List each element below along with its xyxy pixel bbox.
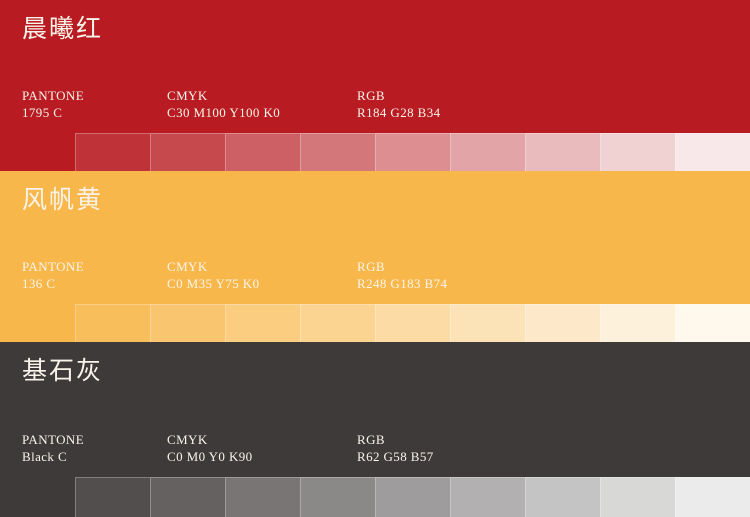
rgb-value: R62 G58 B57 — [357, 449, 434, 464]
color-block: 风帆黄 PANTONE 136 C CMYK C0 M35 Y75 K0 RGB… — [0, 171, 750, 304]
color-name: 晨曦红 — [22, 16, 104, 43]
tint-swatch — [0, 133, 75, 171]
tint-swatch — [525, 304, 600, 342]
color-specs: PANTONE Black C CMYK C0 M0 Y0 K90 RGB R6… — [22, 431, 728, 465]
tint-swatch — [75, 477, 150, 517]
pantone-label: PANTONE — [22, 432, 85, 447]
tint-swatch — [75, 304, 150, 342]
tint-swatch — [675, 304, 750, 342]
rgb-value: R248 G183 B74 — [357, 276, 448, 291]
pantone-value: Black C — [22, 449, 68, 464]
cmyk-value: C0 M0 Y0 K90 — [167, 449, 253, 464]
rgb-value: R184 G28 B34 — [357, 105, 441, 120]
pantone-label: PANTONE — [22, 259, 85, 274]
color-section-gray: 基石灰 PANTONE Black C CMYK C0 M0 Y0 K90 RG… — [0, 342, 750, 517]
tint-swatch — [600, 133, 675, 171]
tint-swatch — [300, 304, 375, 342]
color-name: 风帆黄 — [22, 187, 104, 214]
color-section-yellow: 风帆黄 PANTONE 136 C CMYK C0 M35 Y75 K0 RGB… — [0, 171, 750, 342]
color-specs: PANTONE 136 C CMYK C0 M35 Y75 K0 RGB R24… — [22, 258, 728, 292]
tint-swatch — [225, 133, 300, 171]
color-specs: PANTONE 1795 C CMYK C30 M100 Y100 K0 RGB… — [22, 87, 728, 121]
tint-swatch — [0, 304, 75, 342]
tint-swatch — [0, 477, 75, 517]
color-section-red: 晨曦红 PANTONE 1795 C CMYK C30 M100 Y100 K0… — [0, 0, 750, 171]
rgb-label: RGB — [357, 88, 385, 103]
pantone-value: 1795 C — [22, 105, 63, 120]
pantone-label: PANTONE — [22, 88, 85, 103]
tint-swatch — [225, 477, 300, 517]
tint-swatch — [600, 477, 675, 517]
tint-swatch — [375, 477, 450, 517]
tint-swatch — [450, 477, 525, 517]
tint-swatch — [75, 133, 150, 171]
tint-swatch — [675, 477, 750, 517]
tint-swatch — [450, 304, 525, 342]
cmyk-spec: CMYK C0 M0 Y0 K90 — [167, 431, 357, 465]
cmyk-spec: CMYK C30 M100 Y100 K0 — [167, 87, 357, 121]
tint-swatch — [150, 477, 225, 517]
tint-swatch — [300, 133, 375, 171]
cmyk-value: C30 M100 Y100 K0 — [167, 105, 281, 120]
rgb-spec: RGB R184 G28 B34 — [357, 87, 728, 121]
cmyk-label: CMYK — [167, 432, 208, 447]
cmyk-label: CMYK — [167, 88, 208, 103]
tint-swatch — [525, 477, 600, 517]
cmyk-label: CMYK — [167, 259, 208, 274]
tint-swatch — [150, 133, 225, 171]
color-block: 晨曦红 PANTONE 1795 C CMYK C30 M100 Y100 K0… — [0, 0, 750, 133]
tint-swatch — [375, 304, 450, 342]
tint-swatch — [375, 133, 450, 171]
cmyk-spec: CMYK C0 M35 Y75 K0 — [167, 258, 357, 292]
rgb-spec: RGB R62 G58 B57 — [357, 431, 728, 465]
tint-swatch — [300, 477, 375, 517]
tint-swatch — [675, 133, 750, 171]
color-name: 基石灰 — [22, 358, 104, 385]
tint-swatch — [150, 304, 225, 342]
tint-row — [0, 304, 750, 342]
pantone-spec: PANTONE Black C — [22, 431, 167, 465]
rgb-label: RGB — [357, 259, 385, 274]
tint-swatch — [450, 133, 525, 171]
tint-row — [0, 477, 750, 517]
rgb-label: RGB — [357, 432, 385, 447]
tint-row — [0, 133, 750, 171]
color-block: 基石灰 PANTONE Black C CMYK C0 M0 Y0 K90 RG… — [0, 342, 750, 477]
pantone-value: 136 C — [22, 276, 56, 291]
tint-swatch — [600, 304, 675, 342]
pantone-spec: PANTONE 1795 C — [22, 87, 167, 121]
pantone-spec: PANTONE 136 C — [22, 258, 167, 292]
cmyk-value: C0 M35 Y75 K0 — [167, 276, 260, 291]
tint-swatch — [225, 304, 300, 342]
tint-swatch — [525, 133, 600, 171]
rgb-spec: RGB R248 G183 B74 — [357, 258, 728, 292]
